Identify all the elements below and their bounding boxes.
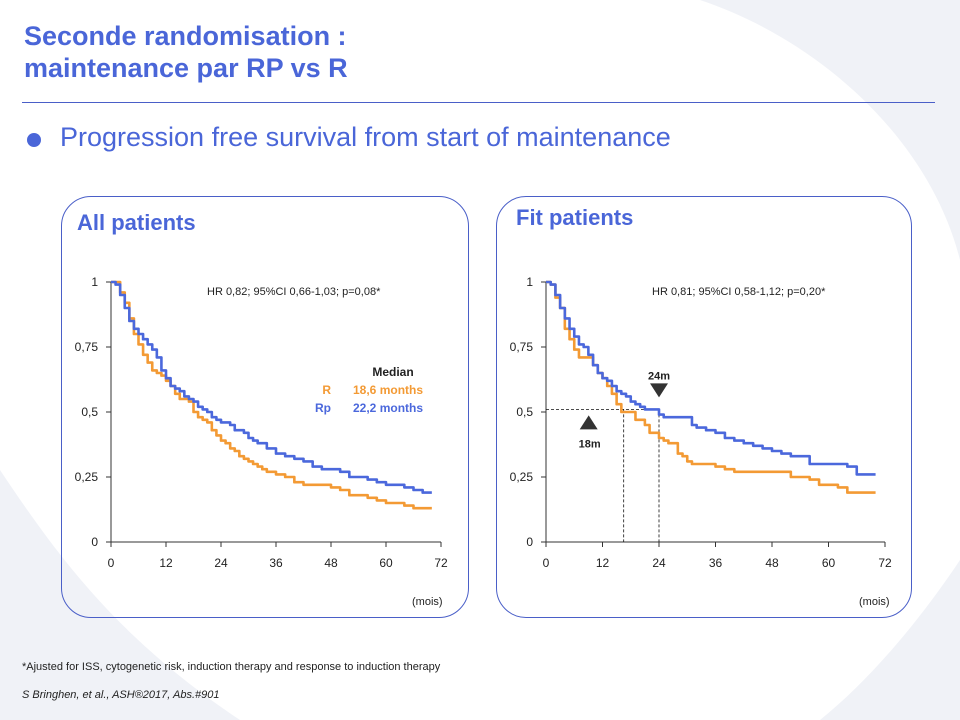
median-marker-Rp (650, 383, 668, 398)
legend-median-Rp: 22,2 months (353, 401, 423, 415)
y-tick-label: 0 (526, 535, 533, 549)
y-tick-label: 1 (91, 275, 98, 289)
citation: S Bringhen, et al., ASH®2017, Abs.#901 (22, 689, 220, 701)
y-tick-label: 0,25 (510, 470, 534, 484)
legend-header: Median (372, 365, 413, 379)
title-divider (22, 102, 935, 103)
hr-annotation: HR 0,81; 95%CI 0,58-1,12; p=0,20* (652, 286, 826, 298)
y-tick-label: 0 (91, 535, 98, 549)
km-curve-R (111, 280, 432, 510)
x-tick-label: 60 (822, 556, 836, 570)
panel-title-fit-patients: Fit patients (516, 205, 634, 230)
km-curve-Rp (546, 280, 876, 476)
x-tick-label: 12 (596, 556, 610, 570)
y-tick-label: 0,5 (81, 405, 98, 419)
legend-label-R: R (322, 383, 331, 397)
x-tick-label: 0 (543, 556, 550, 570)
footnote: *Ajusted for ISS, cytogenetic risk, indu… (22, 661, 441, 673)
y-tick-label: 0,5 (516, 405, 533, 419)
x-tick-label: 48 (324, 556, 338, 570)
y-tick-label: 1 (526, 275, 533, 289)
slide-title-line-1: Seconde randomisation : (24, 21, 347, 51)
y-tick-label: 0,25 (75, 470, 99, 484)
x-tick-label: 48 (765, 556, 779, 570)
legend-label-Rp: Rp (315, 401, 331, 415)
y-tick-label: 0,75 (510, 340, 534, 354)
x-tick-label: 72 (878, 556, 892, 570)
panel-fit-patients (496, 196, 912, 618)
x-tick-label: 0 (108, 556, 115, 570)
km-curve-Rp (111, 280, 432, 494)
x-tick-label: 36 (269, 556, 283, 570)
x-tick-label: 72 (434, 556, 448, 570)
median-marker-R (579, 415, 598, 430)
x-tick-label: 24 (214, 556, 228, 570)
x-tick-label: 60 (379, 556, 393, 570)
hr-annotation: HR 0,82; 95%CI 0,66-1,03; p=0,08* (207, 286, 381, 298)
km-curve-R (546, 280, 876, 494)
bullet-icon (27, 133, 41, 147)
median-label-R: 18m (579, 438, 601, 450)
x-tick-label: 12 (159, 556, 173, 570)
slide-title: Seconde randomisation : maintenance par … (24, 20, 348, 84)
x-tick-label: 36 (709, 556, 723, 570)
panel-title-all-patients: All patients (77, 210, 196, 235)
slide-title-line-2: maintenance par RP vs R (24, 53, 348, 83)
x-axis-label: (mois) (859, 596, 890, 608)
y-tick-label: 0,75 (75, 340, 99, 354)
bullet-text: Progression free survival from start of … (60, 122, 671, 152)
x-tick-label: 24 (652, 556, 666, 570)
panel-all-patients (61, 196, 469, 618)
legend-median-R: 18,6 months (353, 383, 423, 397)
x-axis-label: (mois) (412, 596, 443, 608)
median-label-Rp: 24m (648, 370, 670, 382)
